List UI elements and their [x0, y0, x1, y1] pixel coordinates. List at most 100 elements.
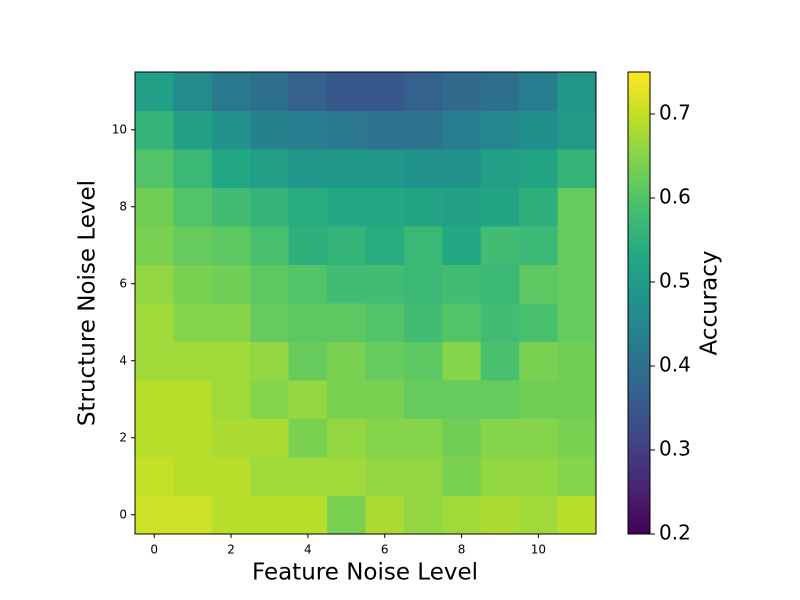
heatmap-cell — [480, 264, 520, 304]
heatmap-cell — [480, 72, 520, 111]
heatmap-cell — [403, 418, 443, 458]
colorbar-label: Accuracy — [697, 250, 723, 355]
heatmap-cell — [135, 341, 174, 381]
heatmap-cell — [250, 418, 290, 458]
heatmap-cell — [288, 264, 328, 304]
x-tick-label: 2 — [227, 543, 235, 557]
heatmap-cell — [403, 457, 443, 496]
x-tick-label: 0 — [150, 543, 158, 557]
heatmap-cell — [135, 495, 174, 535]
heatmap-cell — [403, 264, 443, 304]
heatmap-cell — [250, 110, 290, 150]
heatmap-cell — [557, 72, 597, 111]
heatmap-cell — [519, 303, 559, 342]
colorbar-tick-label: 0.4 — [659, 353, 691, 377]
heatmap-cell — [288, 149, 328, 188]
heatmap-cell — [557, 418, 597, 458]
y-tick-label: 8 — [119, 199, 127, 213]
heatmap-cell — [557, 226, 597, 265]
heatmap-cell — [365, 264, 405, 304]
heatmap-cell — [211, 341, 251, 381]
heatmap-cell — [327, 226, 366, 265]
heatmap-cell — [442, 495, 482, 535]
heatmap-cell — [365, 457, 405, 496]
heatmap-cell — [557, 495, 597, 535]
heatmap-cell — [288, 72, 328, 111]
heatmap-cell — [365, 495, 405, 535]
heatmap-cell — [403, 495, 443, 535]
heatmap-cell — [327, 187, 366, 227]
heatmap-cell — [250, 495, 290, 535]
heatmap-cell — [173, 341, 213, 381]
heatmap-cell — [327, 264, 366, 304]
y-tick-label: 10 — [112, 122, 127, 136]
heatmap-cell — [327, 418, 366, 458]
colorbar-tick-label: 0.3 — [659, 437, 691, 461]
heatmap-cell — [442, 303, 482, 342]
heatmap-cell — [365, 149, 405, 188]
heatmap-cell — [250, 380, 290, 419]
heatmap-cell — [519, 187, 559, 227]
heatmap-cell — [173, 187, 213, 227]
heatmap-cell — [365, 418, 405, 458]
heatmap-cell — [135, 110, 174, 150]
x-tick-label: 4 — [304, 543, 312, 557]
heatmap-cell — [480, 457, 520, 496]
heatmap-cell — [442, 457, 482, 496]
heatmap-cell — [480, 303, 520, 342]
heatmap-cell — [480, 187, 520, 227]
heatmap-cell — [288, 457, 328, 496]
heatmap-cell — [519, 110, 559, 150]
heatmap-cell — [288, 303, 328, 342]
heatmap-cell — [365, 110, 405, 150]
heatmap-cell — [135, 380, 174, 419]
heatmap-cell — [519, 418, 559, 458]
heatmap-cell — [288, 380, 328, 419]
heatmap-cell — [403, 110, 443, 150]
heatmap-cell — [288, 341, 328, 381]
heatmap-cell — [173, 303, 213, 342]
heatmap-cell — [557, 187, 597, 227]
heatmap-cell — [211, 495, 251, 535]
heatmap-cell — [288, 226, 328, 265]
heatmap-cell — [173, 264, 213, 304]
heatmap-cell — [480, 418, 520, 458]
heatmap-cell — [327, 457, 366, 496]
heatmap-cell — [250, 341, 290, 381]
heatmap-cell — [480, 110, 520, 150]
heatmap-cell — [211, 457, 251, 496]
colorbar-tick-label: 0.2 — [659, 521, 691, 545]
heatmap-cell — [442, 418, 482, 458]
heatmap-cell — [365, 341, 405, 381]
heatmap-cell — [173, 149, 213, 188]
heatmap-cell — [288, 495, 328, 535]
heatmap-cell — [250, 149, 290, 188]
heatmap-cell — [173, 380, 213, 419]
y-tick-label: 6 — [119, 276, 127, 290]
heatmap-cell — [519, 264, 559, 304]
heatmap-cell — [250, 72, 290, 111]
heatmap-cell — [442, 187, 482, 227]
heatmap-cell — [288, 418, 328, 458]
heatmap-cell — [327, 110, 366, 150]
heatmap-cell — [211, 187, 251, 227]
heatmap-cell — [250, 457, 290, 496]
heatmap-cell — [173, 226, 213, 265]
heatmap-cell — [519, 149, 559, 188]
heatmap-cell — [442, 149, 482, 188]
heatmap-cell — [135, 457, 174, 496]
colorbar-tick-label: 0.6 — [659, 185, 691, 209]
heatmap-cell — [519, 380, 559, 419]
heatmap-cell — [403, 149, 443, 188]
heatmap-cell — [403, 226, 443, 265]
heatmap-cell — [135, 187, 174, 227]
heatmap-cell — [557, 457, 597, 496]
heatmap-cell — [519, 72, 559, 111]
heatmap-cell — [288, 110, 328, 150]
plot-frame — [134, 71, 597, 535]
x-tick-label: 8 — [458, 543, 466, 557]
heatmap-cell — [557, 110, 597, 150]
heatmap-cell — [250, 226, 290, 265]
heatmap-cell — [442, 264, 482, 304]
heatmap-cell — [557, 149, 597, 188]
